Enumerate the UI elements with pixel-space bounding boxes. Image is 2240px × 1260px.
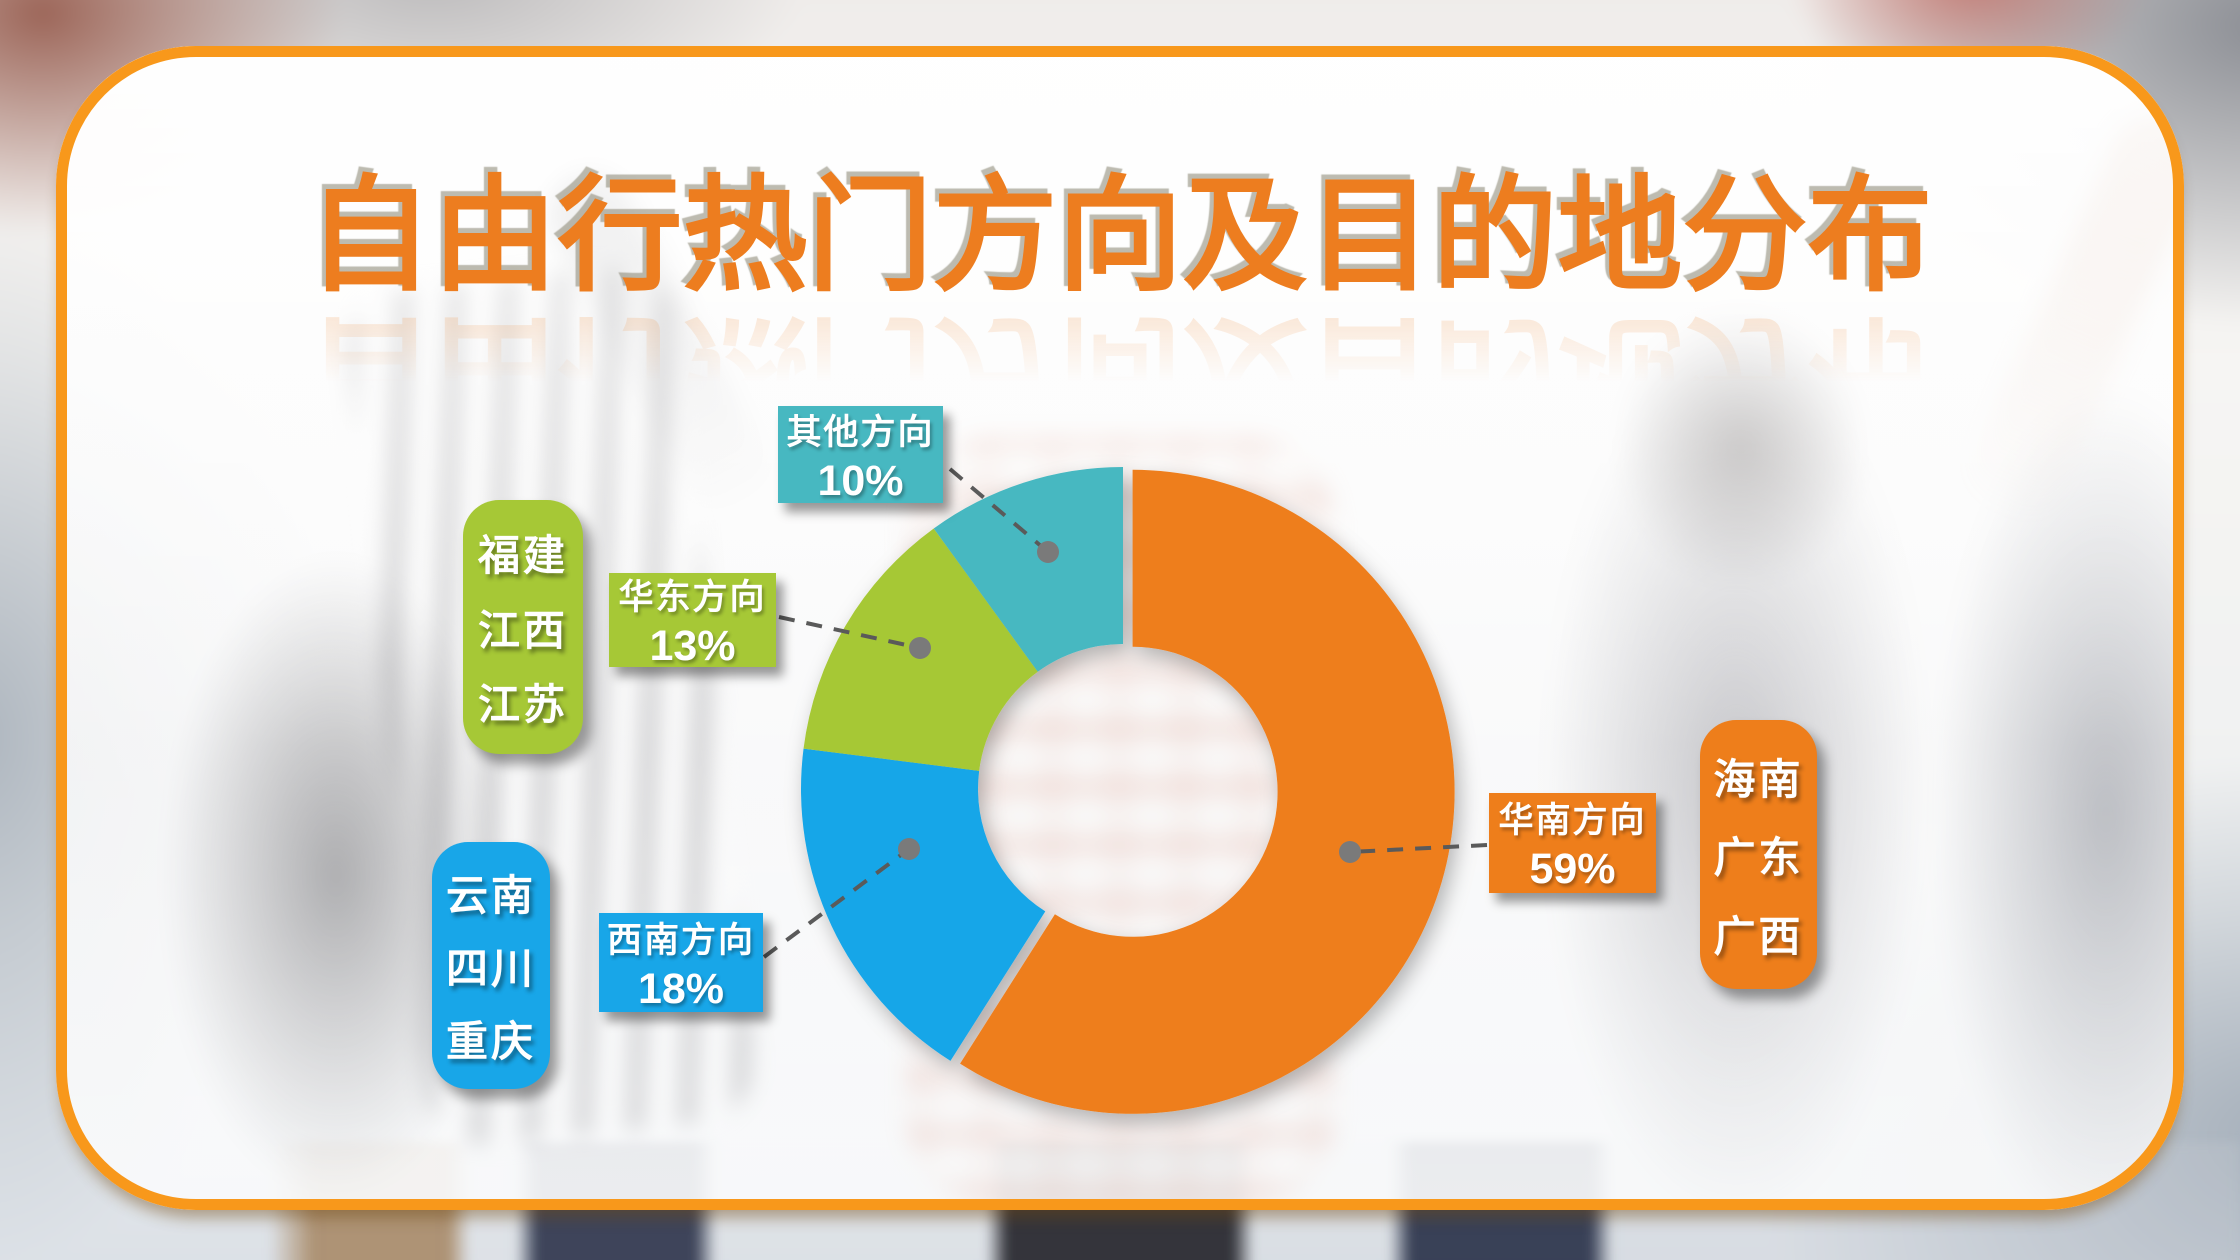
leader-dot xyxy=(909,637,931,659)
leader-dot xyxy=(898,838,920,860)
leader-line xyxy=(762,847,911,959)
slide-border-frame xyxy=(56,46,2184,1210)
destination-item: 云南 xyxy=(445,872,536,919)
donut-slices xyxy=(800,467,1455,1114)
callout-label: 其他方向 xyxy=(786,412,935,452)
destination-item: 海南 xyxy=(1713,755,1804,803)
callout-label: 华南方向 xyxy=(1498,801,1647,840)
destination-item: 四川 xyxy=(445,945,536,992)
leader-line xyxy=(948,467,1050,554)
callout-label: 西南方向 xyxy=(606,920,755,960)
donut-slice-其他方向 xyxy=(933,467,1123,672)
destinations-south-box: 海南 广东 广西 xyxy=(1700,720,1817,989)
destination-item: 江苏 xyxy=(477,681,568,729)
destinations-east-box: 福建 江西 江苏 xyxy=(463,500,583,754)
callout-percent: 18% xyxy=(637,964,725,1013)
callout-percent: 10% xyxy=(817,456,904,505)
leader-line xyxy=(778,615,921,650)
callout-east-direction: 华东方向 13% xyxy=(609,573,776,670)
leader-line xyxy=(1349,843,1488,854)
leader-lines xyxy=(762,467,1488,959)
callout-percent: 59% xyxy=(1529,845,1616,893)
donut-slice-华南方向 xyxy=(960,469,1455,1114)
destination-item: 广东 xyxy=(1713,834,1804,881)
destinations-southwest-box: 云南 四川 重庆 xyxy=(432,842,550,1089)
callout-label: 华东方向 xyxy=(618,578,767,617)
leader-dot xyxy=(1037,541,1059,563)
callout-other-direction: 其他方向 10% xyxy=(778,406,943,505)
destination-item: 广西 xyxy=(1713,912,1804,960)
callout-percent: 13% xyxy=(649,622,736,670)
callout-south-direction: 华南方向 59% xyxy=(1489,793,1656,893)
donut-slice-西南方向 xyxy=(800,748,1046,1061)
leader-dot xyxy=(1339,841,1361,863)
callout-southwest-direction: 西南方向 18% xyxy=(599,913,763,1013)
destination-item: 重庆 xyxy=(445,1018,536,1065)
slide-title: 自由行热门方向及目的地分布 xyxy=(307,167,1933,306)
destination-item: 福建 xyxy=(477,531,568,579)
destination-item: 江西 xyxy=(477,606,568,654)
